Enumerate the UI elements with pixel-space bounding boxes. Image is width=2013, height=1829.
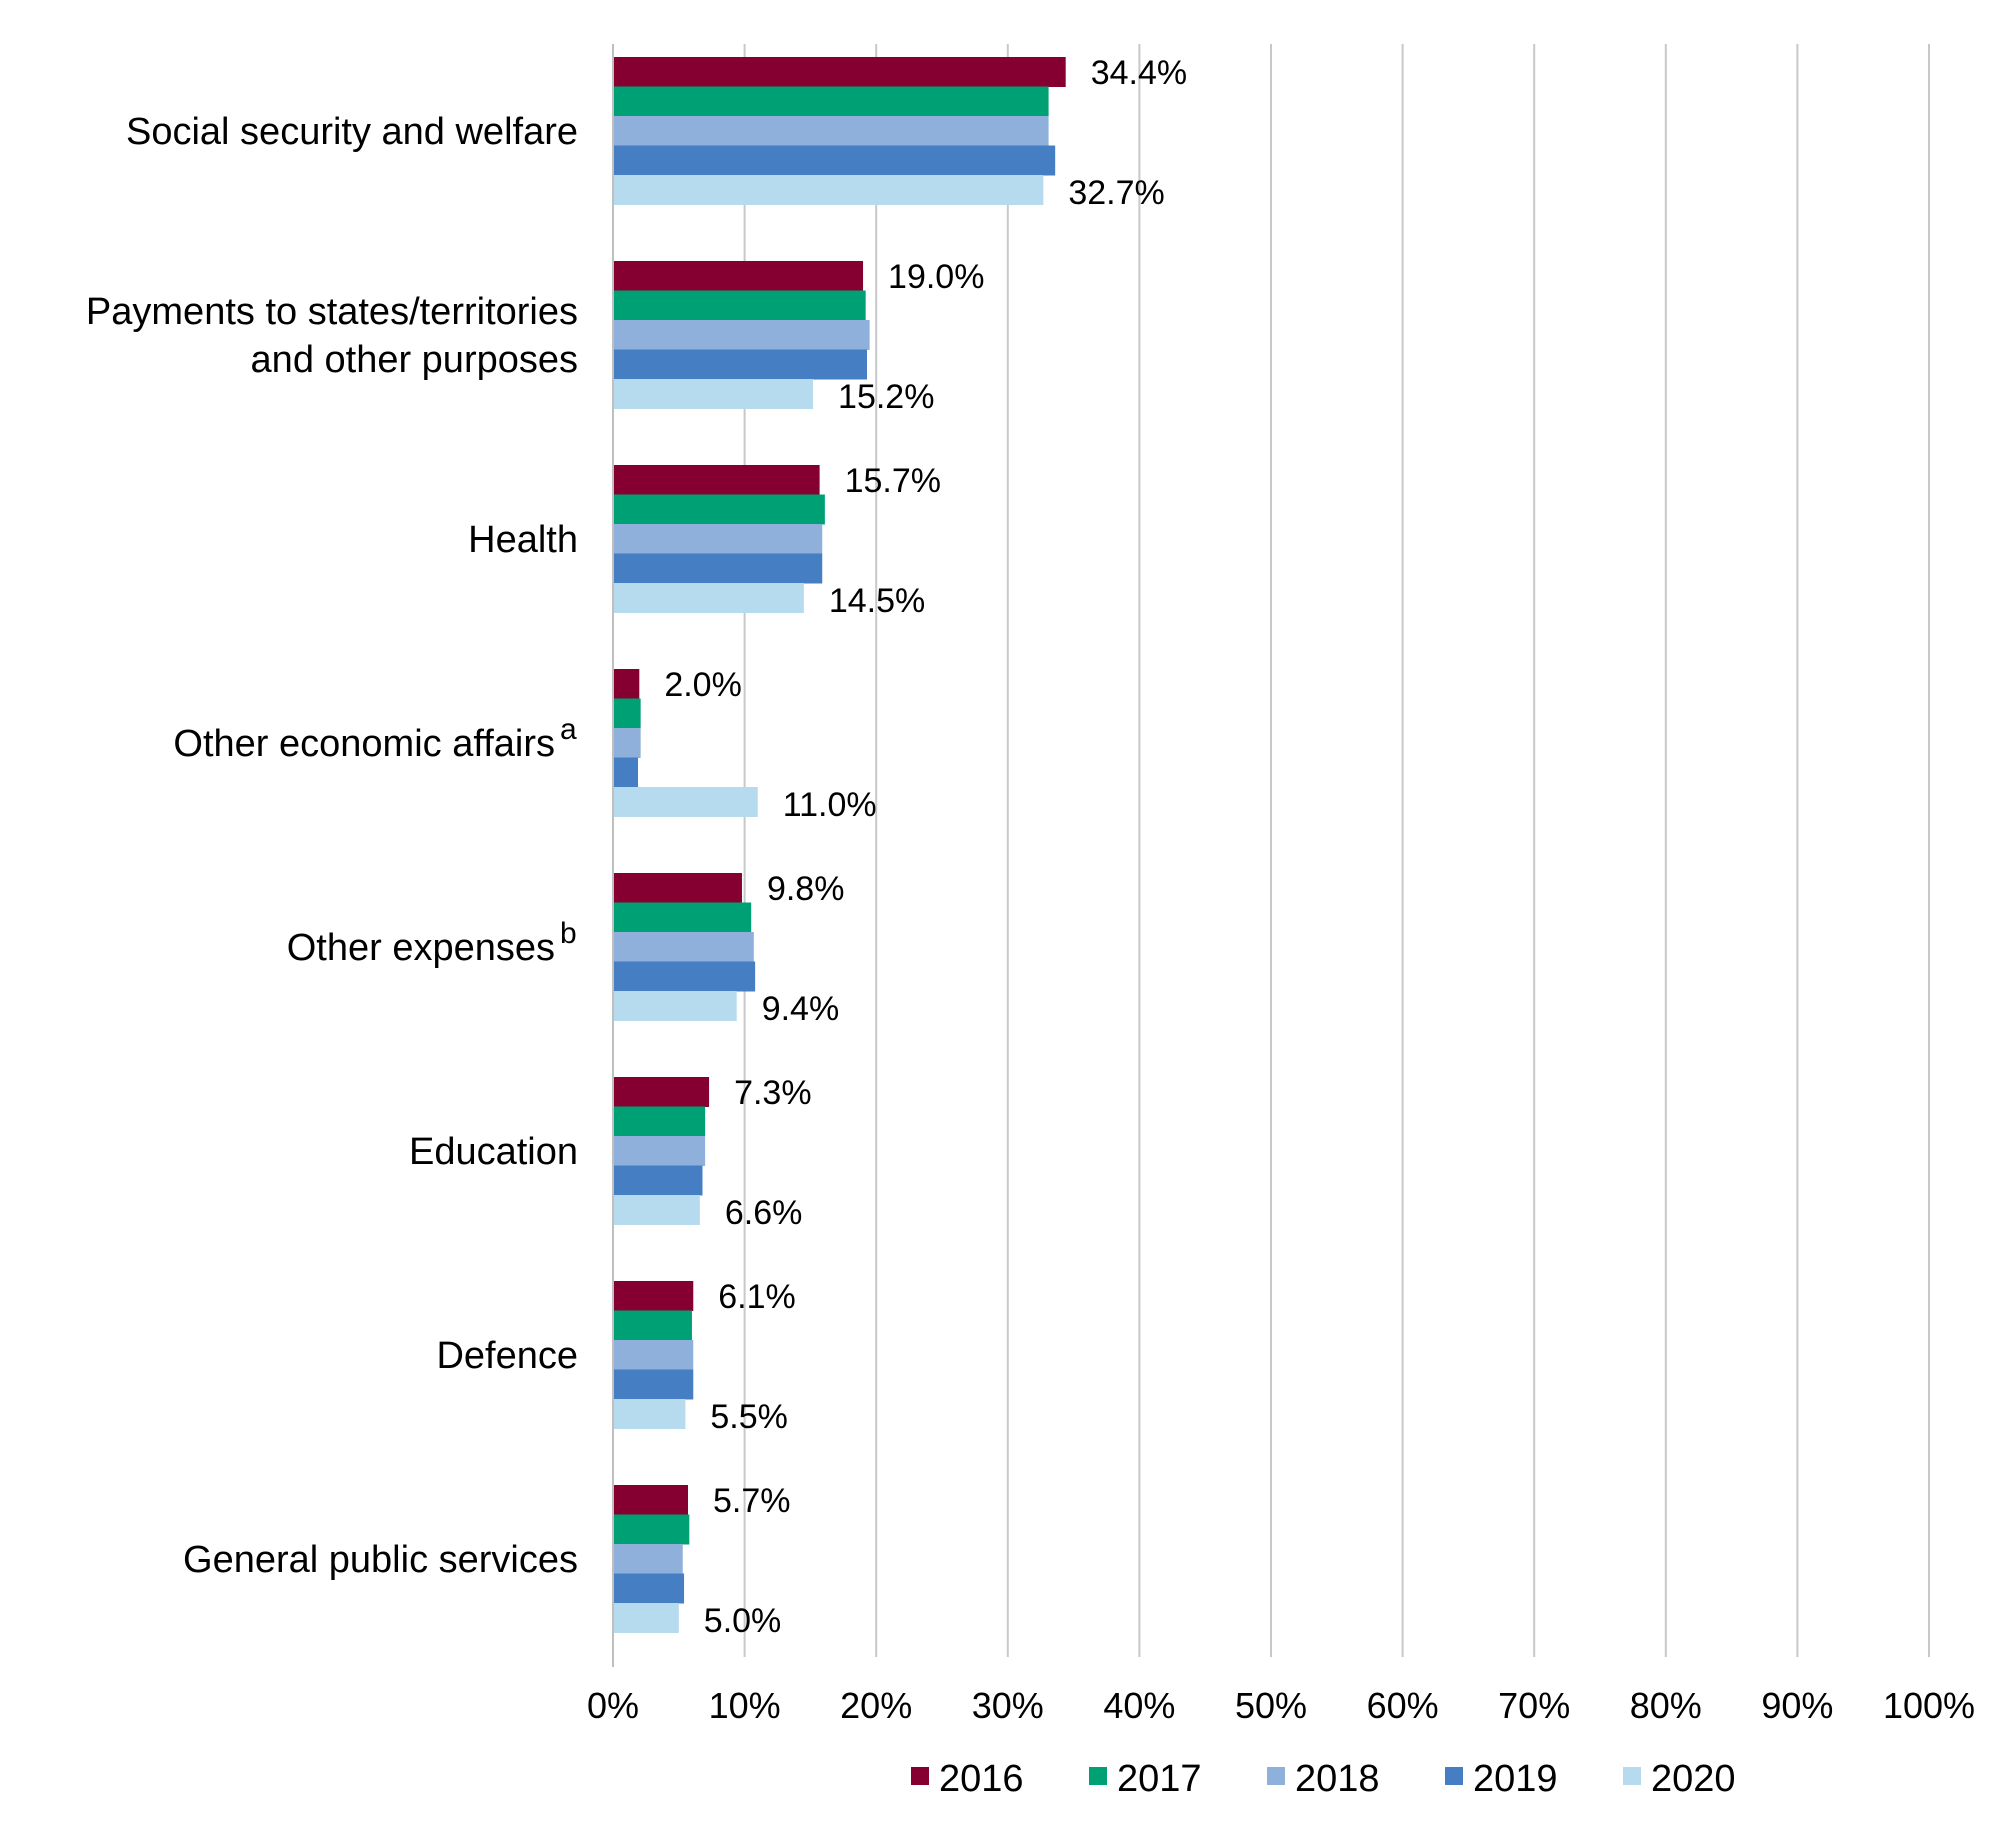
gridlines <box>743 44 1930 1657</box>
x-tick-label: 70% <box>1498 1685 1570 1726</box>
data-label: 6.6% <box>725 1194 803 1232</box>
data-label: 9.8% <box>767 870 845 908</box>
bar-2016 <box>613 1485 689 1515</box>
legend: 2016 2017 2018 2019 2020 <box>911 1758 1736 1800</box>
category-label: General public services <box>183 1539 578 1581</box>
bar-2017 <box>613 290 866 321</box>
bar-2020 <box>613 1603 679 1633</box>
data-labels: 34.4% 32.7% 19.0% 15.2% 15.7% 14.5% 2.0% 11.0% 9… <box>664 54 1187 1640</box>
data-label: 19.0% <box>888 258 984 296</box>
bar-2017 <box>613 698 641 729</box>
category-label: Other expenses <box>287 927 555 969</box>
legend-label: 2016 <box>939 1758 1024 1800</box>
x-tick-label: 100% <box>1883 1685 1975 1726</box>
category-footnote-marker: b <box>560 917 577 950</box>
x-tick-label: 10% <box>709 1685 781 1726</box>
bar-2017 <box>613 494 825 525</box>
data-label: 15.2% <box>838 378 934 416</box>
category-labels: Social security and welfare Payments to s… <box>86 111 578 1581</box>
bar-2018 <box>613 932 754 962</box>
bar-2018 <box>613 1340 694 1370</box>
x-tick-label: 40% <box>1103 1685 1175 1726</box>
data-label: 9.4% <box>762 990 840 1028</box>
bar-2019 <box>613 961 756 992</box>
legend-swatch-2017 <box>1089 1767 1107 1785</box>
category-footnote-marker: a <box>560 713 577 746</box>
category-label: Education <box>409 1131 578 1173</box>
legend-label: 2019 <box>1473 1758 1558 1800</box>
category-label: Health <box>468 519 578 561</box>
bar-2019 <box>613 553 823 584</box>
bar-2016 <box>613 1077 710 1107</box>
bar-2020 <box>613 787 758 817</box>
bar-2016 <box>613 57 1066 87</box>
bar-2019 <box>613 145 1056 176</box>
x-tick-label: 50% <box>1235 1685 1307 1726</box>
bar-2019 <box>613 349 867 380</box>
bar-2019 <box>613 1165 703 1196</box>
bar-2018 <box>613 1136 706 1166</box>
legend-label: 2020 <box>1651 1758 1736 1800</box>
data-label: 14.5% <box>829 582 925 620</box>
x-tick-label: 0% <box>587 1685 639 1726</box>
data-label: 2.0% <box>664 666 742 704</box>
bar-2016 <box>613 465 820 495</box>
x-tick-label: 20% <box>840 1685 912 1726</box>
bar-2020 <box>613 175 1044 205</box>
bar-2017 <box>613 902 752 933</box>
bar-2020 <box>613 991 737 1021</box>
data-label: 5.0% <box>704 1602 782 1640</box>
category-label: Social security and welfare <box>126 111 578 153</box>
x-tick-label: 60% <box>1367 1685 1439 1726</box>
legend-label: 2017 <box>1117 1758 1202 1800</box>
bar-2017 <box>613 1514 690 1545</box>
bar-2017 <box>613 1310 692 1341</box>
bar-2018 <box>613 320 870 350</box>
bar-2020 <box>613 1399 686 1429</box>
data-label: 7.3% <box>734 1074 812 1112</box>
bar-2016 <box>613 873 742 903</box>
x-tick-label: 30% <box>972 1685 1044 1726</box>
legend-label: 2018 <box>1295 1758 1380 1800</box>
legend-swatch-2016 <box>911 1767 929 1785</box>
bar-2019 <box>613 1369 694 1400</box>
bar-2017 <box>613 1106 706 1137</box>
x-tick-label: 80% <box>1630 1685 1702 1726</box>
bar-2020 <box>613 1195 700 1225</box>
category-label: Other economic affairs <box>173 723 555 765</box>
bar-2018 <box>613 1544 683 1574</box>
bar-2016 <box>613 261 864 291</box>
legend-swatch-2020 <box>1623 1767 1641 1785</box>
bar-2018 <box>613 524 823 554</box>
data-label: 5.5% <box>710 1398 788 1436</box>
category-label: Payments to states/territories and other … <box>86 291 578 381</box>
data-label: 15.7% <box>845 462 941 500</box>
bar-2019 <box>613 757 639 788</box>
data-label: 32.7% <box>1068 174 1164 212</box>
bar-2018 <box>613 728 641 758</box>
bar-2020 <box>613 583 804 613</box>
legend-swatch-2019 <box>1445 1767 1463 1785</box>
bar-2016 <box>613 669 640 699</box>
data-label: 5.7% <box>713 1482 791 1520</box>
bar-2017 <box>613 86 1049 117</box>
bar-2020 <box>613 379 814 409</box>
data-label: 11.0% <box>783 786 877 824</box>
bars <box>613 57 1066 1633</box>
bar-2019 <box>613 1573 685 1604</box>
data-label: 6.1% <box>718 1278 796 1316</box>
bar-2018 <box>613 116 1049 146</box>
legend-swatch-2018 <box>1267 1767 1285 1785</box>
x-axis-ticks: 0% 10% 20% 30% 40% 50% 60% 70% 80% 90% 100% <box>587 1685 1975 1726</box>
x-tick-label: 90% <box>1761 1685 1833 1726</box>
data-label: 34.4% <box>1091 54 1187 92</box>
category-label: Defence <box>436 1335 578 1377</box>
bar-2016 <box>613 1281 694 1311</box>
